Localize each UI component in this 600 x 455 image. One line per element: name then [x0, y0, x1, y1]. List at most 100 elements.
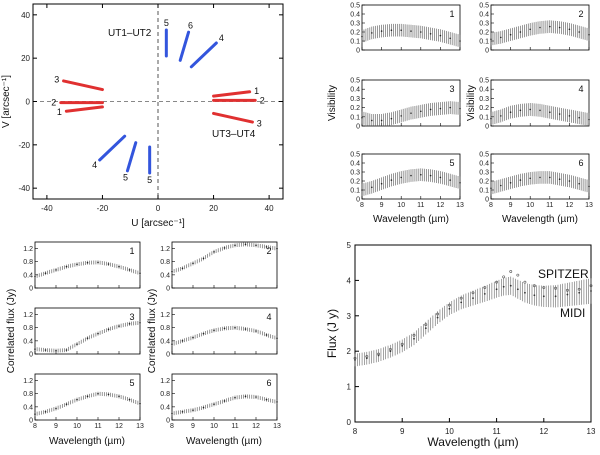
uv-track [98, 134, 127, 162]
flux-spitzer-point [542, 286, 546, 289]
vis-point [500, 36, 502, 39]
cflux-point [44, 349, 47, 351]
vis-point [519, 109, 522, 112]
uv-track-label: 5 [147, 175, 152, 185]
cflux-y-tick-label: 0.8 [23, 391, 33, 398]
uv-baseline-label-ut3-ut4: UT3–UT4 [212, 129, 256, 140]
flux-midi-point [524, 291, 526, 294]
cflux-point [192, 336, 194, 339]
vis-point [519, 179, 522, 181]
cflux-x-tick-label: 9 [191, 423, 195, 430]
vis-point [429, 174, 432, 177]
vis-y-tick-label: 0.4 [350, 161, 360, 168]
vis-panel-label: 1 [449, 9, 454, 19]
vis-point [361, 35, 363, 38]
uv-baseline-label-ut1-ut2: UT1–UT2 [108, 28, 152, 39]
vis-y-tick-label: 0.2 [479, 179, 489, 186]
vis-point [549, 25, 551, 28]
uv-track [212, 90, 252, 98]
flux-midi-point [542, 295, 545, 298]
cflux-panel-label: 1 [129, 246, 134, 256]
uv-track-label: 1 [57, 107, 62, 117]
uv-track [125, 141, 138, 173]
vis-point [390, 117, 393, 120]
vis-panel-3: 0 0.1 0.2 0.3 0.4 0.5 3 [350, 78, 461, 131]
cflux-point [171, 343, 173, 345]
cflux-point [34, 413, 36, 415]
vis-panel-6: 8 9 10 11 12 13 0 0.1 0.2 0.3 0.4 0.5 6 [479, 152, 593, 210]
vis-point [361, 116, 363, 119]
uv-track-label: 1 [254, 86, 259, 96]
flux-y-tick-label: 4 [347, 276, 352, 285]
vis-point [439, 107, 442, 110]
flux-spitzer-point [377, 352, 381, 356]
vis-point [539, 176, 541, 179]
flux-frame [354, 244, 592, 423]
cflux-y-tick-label: 1.2 [160, 246, 170, 253]
cflux-panel-frame [34, 307, 141, 355]
flux-midi-point [554, 295, 557, 298]
cflux-point [276, 337, 278, 340]
flux-spitzer-point [589, 284, 593, 288]
vis-y-tick-label: 0.3 [350, 96, 360, 103]
vis-point [420, 31, 422, 33]
vis-panel-1: 0 0.1 0.2 0.3 0.4 0.5 1 [350, 3, 461, 55]
cflux-point [118, 395, 120, 398]
cflux-point [202, 257, 205, 260]
cflux-panel-4: 0 0.4 0.8 1.2 4 [160, 307, 278, 359]
flux-spitzer-point [471, 291, 475, 295]
uv-x-axis-label: U [arcsec⁻¹] [131, 218, 185, 229]
cflux-x-axis-label-right: Wavelength (µm) [186, 436, 262, 447]
uv-track-label: 2 [260, 95, 265, 105]
vis-x-tick-label: 8 [489, 202, 493, 209]
cflux-y-tick-label: 0 [29, 352, 33, 359]
flux-spitzer-point [436, 312, 440, 316]
cflux-point [192, 262, 194, 265]
vis-y-tick-label: 0.2 [350, 179, 360, 186]
uv-y-tick-label: 40 [21, 11, 30, 20]
vis-point [519, 31, 522, 33]
vis-point [380, 182, 383, 185]
cflux-y-tick-label: 0.4 [160, 404, 170, 411]
vis-point [429, 108, 432, 111]
vis-point [578, 116, 580, 119]
vis-y-tick-label: 0.1 [479, 188, 489, 195]
cflux-panel-frame [34, 373, 141, 421]
flux-x-tick-label: 10 [445, 427, 454, 436]
vis-point [578, 182, 580, 185]
vis-point [529, 108, 531, 111]
flux-legend-spitzer: SPITZER [538, 267, 589, 281]
flux-y-tick-label: 2 [347, 347, 352, 356]
cflux-point [202, 406, 205, 409]
cflux-y-tick-label: 0.8 [160, 325, 170, 332]
vis-panel-label: 5 [449, 158, 454, 168]
vis-point [509, 182, 512, 184]
flux-spitzer-point [459, 296, 463, 300]
flux-spitzer-point [365, 355, 369, 358]
cflux-point [97, 392, 99, 395]
cflux-point [265, 334, 268, 336]
vis-y-tick-label: 0.3 [479, 21, 489, 28]
vis-y-tick-label: 0 [356, 124, 360, 131]
cflux-panel-label: 5 [129, 378, 134, 388]
cflux-x-tick-label: 10 [73, 423, 81, 430]
uv-x-tick-label: 0 [156, 204, 161, 213]
vis-y-tick-label: 0.3 [479, 170, 489, 177]
vis-point [558, 178, 561, 180]
cflux-point [86, 395, 89, 398]
cflux-point [107, 393, 110, 396]
cflux-y-tick-label: 0 [166, 286, 170, 293]
flux-x-axis-label: Wavelength (µm) [427, 435, 518, 449]
vis-panel-frame [490, 79, 590, 127]
uv-x-tick-label: 40 [265, 204, 274, 213]
flux-midi-point [516, 288, 519, 291]
cflux-panel-3: 0 0.4 0.8 1.2 3 [23, 307, 141, 359]
cflux-y-axis-label-left: Correlated flux (Jy) [6, 289, 17, 373]
flux-midi-point [413, 337, 415, 340]
cflux-point [244, 395, 247, 398]
uv-track-label: 4 [219, 33, 224, 43]
flux-midi-point [460, 301, 463, 304]
cflux-point [55, 349, 57, 352]
cflux-point [213, 403, 215, 406]
